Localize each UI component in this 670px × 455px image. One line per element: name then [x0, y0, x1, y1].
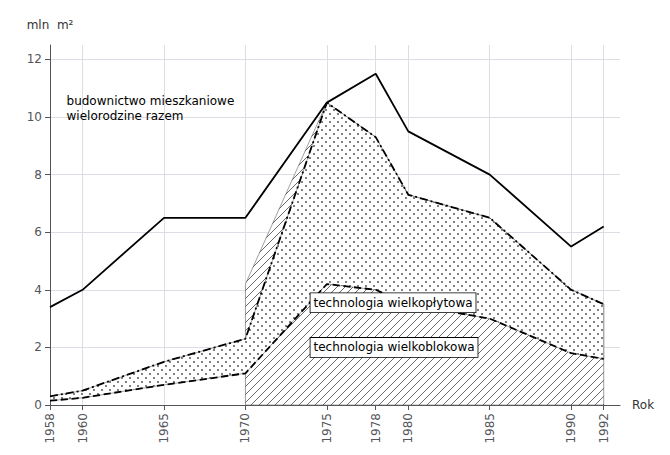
svg-text:1970: 1970: [238, 413, 252, 444]
svg-text:1985: 1985: [483, 413, 497, 444]
svg-text:1978: 1978: [369, 413, 383, 444]
svg-text:0: 0: [34, 398, 42, 412]
svg-text:1960: 1960: [76, 413, 90, 444]
svg-text:1980: 1980: [401, 413, 415, 444]
svg-text:technologia wielkoblokowa: technologia wielkoblokowa: [313, 340, 474, 354]
svg-text:mln m²: mln m²: [27, 18, 74, 32]
svg-text:6: 6: [34, 225, 42, 239]
svg-text:Rok: Rok: [632, 398, 654, 412]
svg-text:wielorodzine razem: wielorodzine razem: [67, 109, 184, 123]
svg-text:technologia wielkopłytowa: technologia wielkopłytowa: [313, 296, 472, 310]
svg-text:4: 4: [34, 283, 42, 297]
svg-text:12: 12: [27, 52, 42, 66]
svg-text:1958: 1958: [43, 413, 57, 444]
svg-text:1992: 1992: [597, 413, 611, 444]
svg-text:1990: 1990: [564, 413, 578, 444]
svg-text:2: 2: [34, 340, 42, 354]
svg-text:1965: 1965: [157, 413, 171, 444]
svg-text:budownictwo mieszkaniowe: budownictwo mieszkaniowe: [67, 94, 235, 108]
svg-text:8: 8: [34, 168, 42, 182]
svg-text:10: 10: [27, 110, 42, 124]
svg-text:1975: 1975: [320, 413, 334, 444]
